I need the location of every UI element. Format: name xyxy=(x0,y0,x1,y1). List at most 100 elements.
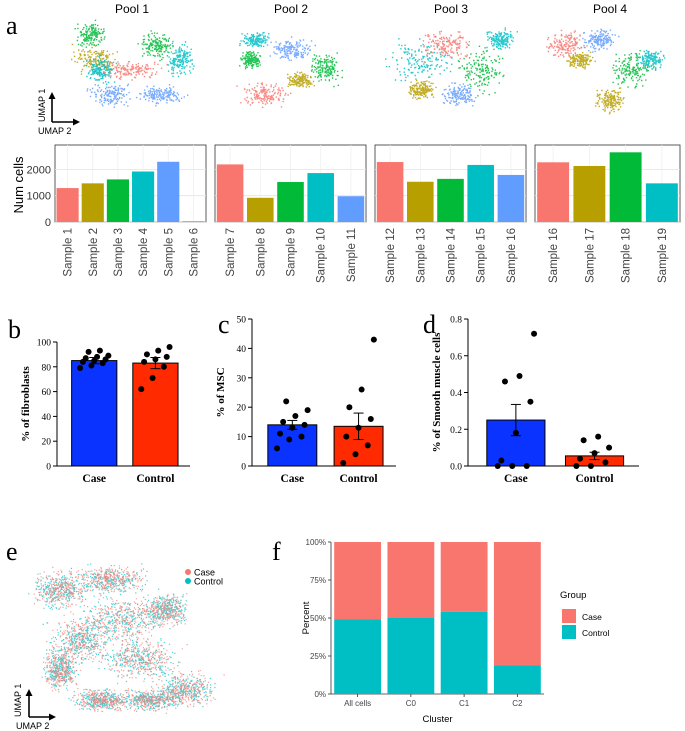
umap-pool-3-cluster-2 xyxy=(422,30,470,63)
umap-pool-3-cluster-4 xyxy=(486,27,518,50)
smooth-muscle-point-case xyxy=(527,398,534,405)
smooth-muscle-ylabel: % of Smooth muscle cells xyxy=(431,332,443,452)
num-cells-bar-sample-18 xyxy=(609,152,642,222)
num-cells-xtick-sample-11: Sample 11 xyxy=(346,228,358,282)
fibroblasts-point-case xyxy=(105,352,112,359)
msc-point-case xyxy=(277,430,284,437)
num-cells-facet-4: Sample 16 Sample 17 Sample 18 Sample 19 xyxy=(534,144,681,283)
smooth-muscle-ytick-1: 0.2 xyxy=(450,426,462,436)
umap-pool-4 xyxy=(546,28,666,115)
smooth-muscle-point-case xyxy=(523,463,530,469)
smooth-muscle-point-control xyxy=(587,463,594,469)
umap-pool-4-cluster-1 xyxy=(546,29,588,58)
msc-point-control xyxy=(370,336,377,343)
panel-letter-a: a xyxy=(6,11,18,40)
msc-point-case xyxy=(289,424,296,431)
f-legend-label-case: Case xyxy=(582,612,602,622)
f-xtick-c0: C0 xyxy=(406,699,417,708)
smooth-muscle-point-control xyxy=(606,444,613,451)
group-percent-chart: 0% 25% 50% 75% 100% Percent Cluster All cells C0… xyxy=(301,538,610,725)
num-cells-bar-sample-11 xyxy=(337,196,365,222)
umap-pool-3-cluster-5 xyxy=(441,82,477,107)
fibroblasts-ytick-4: 80 xyxy=(42,363,52,373)
num-cells-xtick-sample-7: Sample 7 xyxy=(225,228,237,277)
num-cells-xtick-sample-5: Sample 5 xyxy=(163,228,175,277)
num-cells-bar-sample-16 xyxy=(497,174,525,222)
msc-point-case xyxy=(298,433,305,440)
msc-point-control xyxy=(358,386,365,393)
f-ytick-3: 75% xyxy=(310,576,326,585)
smooth-muscle-point-case xyxy=(512,429,519,436)
smooth-muscle-point-control xyxy=(573,463,580,469)
umap-pool-3-cluster-1 xyxy=(385,35,453,82)
panel-letter-b: b xyxy=(8,315,21,344)
f-bar-control-all-cells xyxy=(334,619,382,694)
fibroblasts-point-control xyxy=(143,351,150,358)
msc-point-control xyxy=(340,460,347,467)
msc-point-control xyxy=(346,404,353,411)
smooth-muscle-point-control xyxy=(591,450,598,457)
legend-e-case-label: Case xyxy=(194,568,215,578)
smooth-muscle-point-control xyxy=(595,433,602,440)
msc-ytick-3: 30 xyxy=(237,374,247,384)
smooth-muscle-point-case xyxy=(531,330,538,337)
fibroblasts-ytick-5: 100 xyxy=(37,339,52,349)
msc-ytick-2: 20 xyxy=(237,404,247,414)
msc-ytick-4: 40 xyxy=(237,345,247,355)
fibroblasts-chart: 0 20 40 60 80 100 % of fibroblasts Case Control xyxy=(20,339,190,485)
f-legend-title: Group xyxy=(560,590,586,601)
umap2-label-a: UMAP 2 xyxy=(38,126,71,136)
msc-point-control xyxy=(352,451,359,458)
legend-e-control-label: Control xyxy=(194,577,223,587)
f-legend-swatch-control xyxy=(562,625,576,639)
num-cells-xtick-sample-1: Sample 1 xyxy=(63,228,75,277)
f-xlabel: Cluster xyxy=(422,714,452,725)
smooth-muscle-point-case xyxy=(498,457,505,464)
f-ytick-1: 25% xyxy=(310,652,326,661)
msc-ytick-0: 0 xyxy=(241,463,246,473)
umap-pool-3-cluster-3 xyxy=(456,44,505,97)
umap2-label-e: UMAP 2 xyxy=(16,721,49,731)
f-ylabel: Percent xyxy=(301,601,312,634)
num-cells-bar-sample-9 xyxy=(277,182,304,222)
umap-pool-2-cluster-4 xyxy=(310,52,343,88)
umap-pool-2-cluster-5 xyxy=(287,71,315,88)
f-bar-control-c2 xyxy=(493,665,541,694)
msc-ytick-5: 50 xyxy=(237,316,247,326)
f-bar-control-c0 xyxy=(387,618,435,694)
fibroblasts-bar-control xyxy=(132,362,179,467)
umap-pool-2-cluster-3 xyxy=(239,32,270,48)
smooth-muscle-ytick-0: 0.0 xyxy=(450,463,462,473)
msc-point-case xyxy=(274,445,281,452)
num-cells-bar-sample-8 xyxy=(247,197,274,222)
umap-pool-1-cluster-6 xyxy=(74,19,106,48)
pool-title-2: Pool 2 xyxy=(274,2,308,16)
panel-letter-f: f xyxy=(272,537,281,566)
pool-title-4: Pool 4 xyxy=(593,2,627,16)
smooth-muscle-point-case xyxy=(494,463,501,469)
num-cells-xtick-sample-12: Sample 12 xyxy=(385,228,397,283)
fibroblasts-point-case xyxy=(96,347,103,354)
num-cells-bar-sample-13 xyxy=(407,181,434,222)
num-cells-xtick-sample-3: Sample 3 xyxy=(113,228,125,277)
num-cells-facet-2: Sample 7 Sample 8 Sample 9 Sample 10 Sample … xyxy=(214,144,367,283)
num-cells-xtick-sample-13: Sample 13 xyxy=(415,228,427,283)
num-cells-xtick-sample-18: Sample 18 xyxy=(621,228,633,283)
pool-title-1: Pool 1 xyxy=(115,2,149,16)
fibroblasts-point-control xyxy=(160,363,167,370)
fibroblasts-point-control xyxy=(163,353,170,360)
umap-axis-e: UMAP 1 UMAP 2 xyxy=(13,684,56,731)
fibroblasts-ytick-3: 60 xyxy=(42,388,52,398)
num-cells-bar-sample-14 xyxy=(437,178,464,222)
num-cells-facet-3: Sample 12 Sample 13 Sample 14 Sample 15 Samp… xyxy=(374,144,527,283)
num-cells-bar-sample-5 xyxy=(157,161,180,222)
umap-pool-1-cluster-2 xyxy=(137,30,174,62)
panel-letter-e: e xyxy=(6,537,18,566)
msc-ytick-1: 10 xyxy=(237,433,247,443)
umap-pools xyxy=(71,19,666,115)
msc-point-case xyxy=(286,436,293,443)
num-cells-ytick-0: 0 xyxy=(45,217,51,229)
fibroblasts-point-case xyxy=(77,365,84,372)
